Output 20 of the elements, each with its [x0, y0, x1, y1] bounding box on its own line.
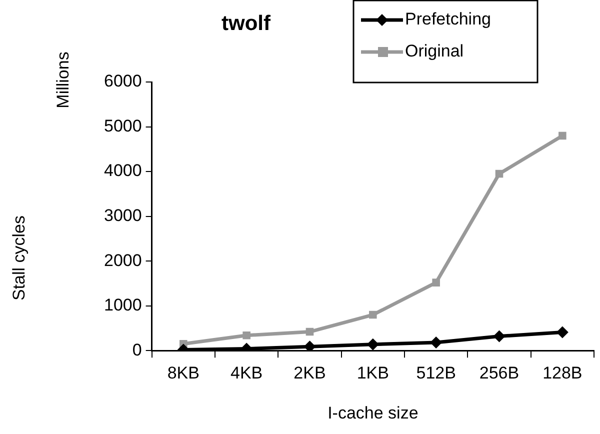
y-tick-label: 5000 — [104, 116, 142, 136]
y-tick-label: 1000 — [104, 296, 142, 315]
x-tick-label: 4KB — [230, 363, 263, 382]
y-tick-label: 4000 — [104, 161, 142, 180]
x-tick-label: 512B — [416, 363, 456, 382]
y-tick-label: 6000 — [104, 72, 142, 91]
legend-label: Original — [405, 42, 464, 61]
chart-title: twolf — [222, 12, 272, 35]
x-tick-label: 256B — [479, 363, 520, 382]
x-tick-label: 2KB — [294, 363, 326, 382]
x-tick-label: 128B — [542, 363, 582, 382]
y-tick-label: 2000 — [104, 250, 142, 270]
legend-label: Prefetching — [405, 10, 491, 29]
y-tick-label: 3000 — [104, 206, 142, 225]
text: Millions — [54, 52, 73, 108]
x-tick-label: 1KB — [356, 363, 389, 382]
x-tick-label: 8KB — [167, 363, 200, 382]
y-tick-label: 0 — [132, 340, 142, 360]
x-axis-title: I-cache size — [328, 404, 418, 423]
y-axis-title: Stall cycles — [10, 215, 29, 301]
